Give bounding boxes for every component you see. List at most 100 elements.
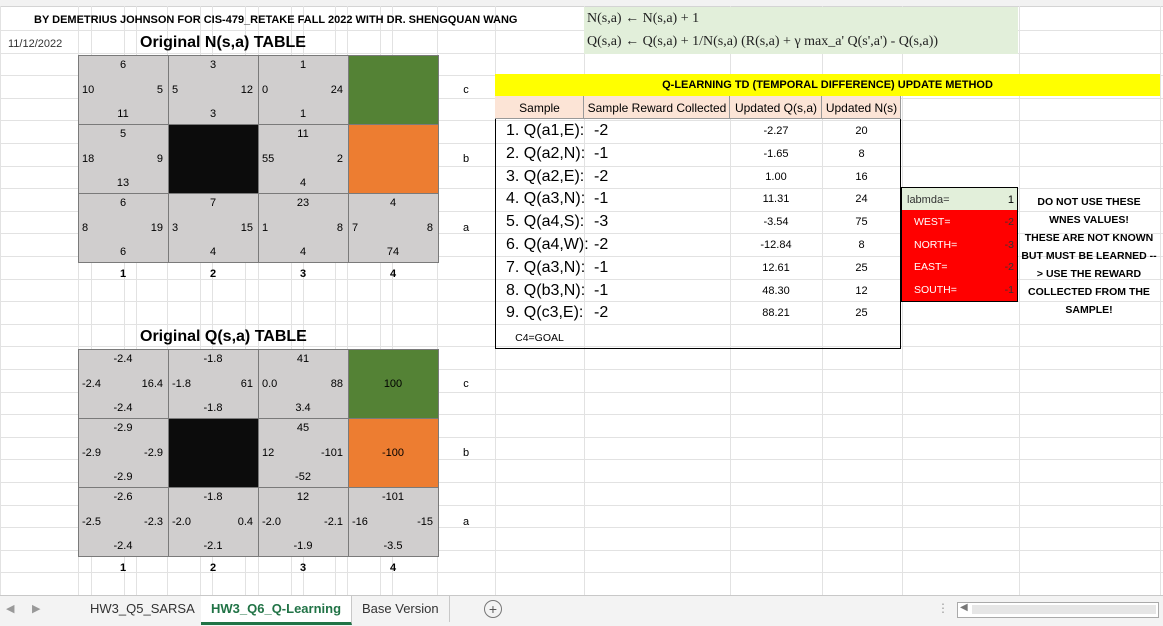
cell-c3-north: 1 — [299, 59, 307, 71]
cell-b2[interactable] — [168, 124, 259, 194]
scrollbar-thumb[interactable] — [972, 605, 1156, 614]
cell-c2-west: -1.8 — [172, 377, 191, 390]
cell-c2-north: 3 — [209, 59, 217, 71]
grid-row-line — [0, 30, 1163, 31]
grid-column-line — [1160, 6, 1161, 595]
cell-b1[interactable] — [78, 124, 169, 194]
scroll-left-icon[interactable]: ◀ — [6, 603, 15, 615]
cell-b1-east: -2.9 — [144, 446, 163, 459]
note-line-4: BUT MUST BE LEARNED -- — [1021, 250, 1157, 262]
update-reward-8: -1 — [594, 281, 609, 299]
cell-c4[interactable] — [348, 55, 439, 125]
grid-row-line — [0, 437, 1163, 438]
reward-label-north: NORTH= — [914, 238, 958, 251]
grid-column-line — [136, 6, 137, 595]
cell-a4-north: 4 — [389, 197, 397, 209]
grid-row-line — [0, 324, 1163, 325]
cell-c3-east: 88 — [330, 377, 343, 390]
cell-a2[interactable] — [168, 193, 259, 263]
cell-a2[interactable] — [168, 487, 259, 557]
cell-a3[interactable] — [258, 193, 349, 263]
note-line-6: COLLECTED FROM THE — [1028, 286, 1150, 298]
grid-column-line — [200, 6, 201, 595]
cell-a4-south: 74 — [386, 246, 400, 258]
col-label-4: 4 — [389, 268, 397, 280]
update-header-bg — [822, 96, 901, 119]
cell-b3-south: -52 — [295, 471, 311, 483]
update-n-4: 24 — [855, 193, 868, 206]
grid-row-line — [0, 256, 1163, 257]
tab-q-learning[interactable]: HW3_Q6_Q-Learning — [201, 596, 353, 625]
update-q-4: 11.31 — [762, 193, 790, 206]
update-reward-5: -3 — [594, 213, 609, 231]
cell-c4[interactable] — [348, 349, 439, 419]
grid-column-line — [730, 6, 731, 595]
goal-note: C4=GOAL — [515, 332, 564, 344]
author-header: BY DEMETRIUS JOHNSON FOR CIS-479_RETAKE … — [34, 14, 518, 26]
cell-c3[interactable] — [258, 349, 349, 419]
cell-b1-east: 9 — [156, 152, 163, 165]
tab-base-version[interactable]: Base Version — [352, 596, 450, 622]
cell-c2-south: 3 — [209, 108, 217, 120]
cell-a3-west: 1 — [262, 221, 269, 234]
grid-column-line — [0, 6, 1, 595]
cell-b1-north: -2.9 — [113, 422, 133, 434]
reward-value-north: -3 — [1004, 238, 1014, 251]
row-label-a: a — [462, 515, 470, 528]
cell-a1[interactable] — [78, 193, 169, 263]
cell-a3[interactable] — [258, 487, 349, 557]
grid-column-line — [124, 6, 125, 595]
update-reward-9: -2 — [594, 304, 609, 322]
update-n-7: 25 — [855, 261, 868, 274]
cell-b4[interactable] — [348, 124, 439, 194]
cell-b3-west: 55 — [262, 152, 275, 165]
cell-b3[interactable] — [258, 124, 349, 194]
update-n-2: 8 — [858, 147, 865, 160]
horizontal-scrollbar[interactable]: ◀ — [957, 602, 1159, 618]
params-border — [901, 187, 1018, 302]
date-cell[interactable]: 11/12/2022 — [8, 38, 63, 50]
col-label-2: 2 — [209, 562, 217, 574]
add-sheet-icon[interactable]: + — [484, 600, 502, 618]
cell-a4[interactable] — [348, 193, 439, 263]
cell-a1-north: 6 — [119, 197, 127, 209]
cell-a1[interactable] — [78, 487, 169, 557]
rewards-block — [902, 210, 1017, 301]
update-header-3: Updated N(s) — [825, 101, 898, 115]
cell-a4[interactable] — [348, 487, 439, 557]
cell-a4-south: -3.5 — [383, 540, 403, 552]
cell-a3-east: 8 — [336, 221, 343, 234]
grid-column-line — [303, 6, 304, 595]
update-title: Q-LEARNING TD (TEMPORAL DIFFERENCE) UPDA… — [662, 79, 993, 91]
cell-c1-south: 11 — [117, 108, 129, 120]
col-label-1: 1 — [119, 562, 127, 574]
lambda-value: 1 — [1007, 194, 1014, 206]
more-options-icon[interactable]: ⋮ — [937, 601, 949, 615]
tab-sarsa[interactable]: HW3_Q5_SARSA — [80, 596, 206, 622]
cell-b2[interactable] — [168, 418, 259, 488]
update-header-bg — [730, 96, 822, 119]
grid-row-line — [0, 527, 1163, 528]
grid-column-line — [392, 6, 393, 595]
cell-c1-east: 5 — [156, 83, 163, 96]
grid-row-line — [0, 505, 1163, 506]
cell-c1-west: 10 — [82, 83, 95, 96]
formula-q-update: Q(s,a) ← Q(s,a) + 1/N(s,a) (R(s,a) + γ m… — [587, 34, 939, 49]
cell-a3-south: -1.9 — [293, 540, 313, 552]
cell-c3[interactable] — [258, 55, 349, 125]
cell-a2-west: -2.0 — [172, 515, 191, 528]
scroll-right-icon[interactable]: ▶ — [32, 603, 41, 615]
update-q-9: 88.21 — [762, 307, 790, 320]
update-header-bg — [495, 96, 584, 119]
grid-row-line — [0, 550, 1163, 551]
grid-row-line — [0, 301, 1163, 302]
scrollbar-left-arrow-icon[interactable]: ◀ — [960, 602, 968, 613]
note-line-3: THESE ARE NOT KNOWN — [1024, 232, 1154, 244]
cell-b1-west: -2.9 — [82, 446, 101, 459]
update-sample-2: 2. Q(a2,N): — [506, 144, 586, 162]
row-label-b: b — [462, 446, 470, 459]
cell-a3-north: 12 — [296, 491, 310, 503]
grid-column-line — [1019, 6, 1020, 595]
col-label-1: 1 — [119, 268, 127, 280]
update-sample-9: 9. Q(c3,E): — [506, 304, 584, 322]
